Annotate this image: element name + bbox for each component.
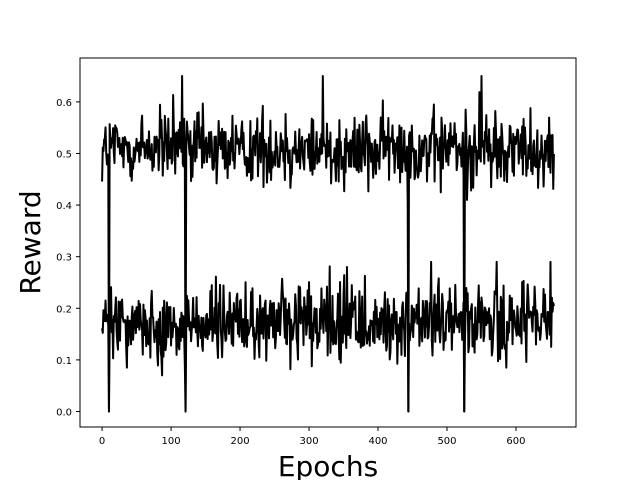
x-axis: 0 100 200 300 400 500 600 [99,427,526,447]
series-group [101,75,555,413]
y-tick-label: 0.3 [56,253,72,264]
x-tick-label: 100 [162,436,181,447]
plot-frame [79,57,577,428]
reward-series-line-1 [101,75,555,413]
x-tick-label: 400 [368,436,387,447]
x-tick-label: 200 [230,436,249,447]
y-tick-label: 0.1 [56,356,72,367]
y-tick-label: 0.2 [56,304,72,315]
y-tick-label: 0.4 [56,201,72,212]
x-tick-label: 0 [99,436,105,447]
y-axis-label: Reward [14,190,47,294]
y-tick-label: 0.6 [56,98,72,109]
y-tick-label: 0.5 [56,149,72,160]
x-tick-label: 500 [437,436,456,447]
reward-series-line-2 [101,260,555,413]
y-tick-label: 0.0 [56,408,72,419]
x-tick-label: 600 [506,436,525,447]
x-tick-label: 300 [299,436,318,447]
y-axis: 0.0 0.1 0.2 0.3 0.4 0.5 0.6 [56,98,80,419]
x-axis-label: Epochs [278,450,378,480]
